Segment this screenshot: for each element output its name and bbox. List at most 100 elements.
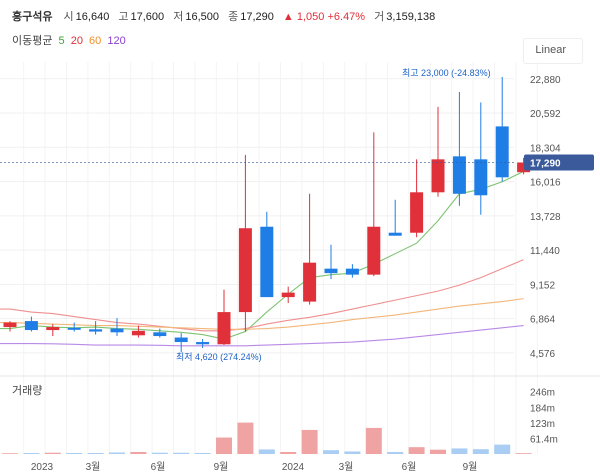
- volume-bar: [109, 452, 125, 454]
- change-pct: +6.47%: [327, 11, 366, 23]
- candle-body[interactable]: [110, 328, 124, 333]
- x-tick-label: 9월: [463, 461, 478, 473]
- volume-bar: [451, 448, 468, 454]
- candle-body[interactable]: [495, 126, 509, 178]
- ma-legend-5: 5: [58, 35, 65, 47]
- volume-bar: [66, 452, 83, 454]
- y-tick-label: 6,864: [530, 315, 555, 326]
- stock-name: 흥구석유: [12, 11, 53, 23]
- volume-bar: [472, 449, 489, 454]
- volume-bar: [430, 449, 446, 454]
- open-value: 16,640: [75, 11, 110, 23]
- candle-body[interactable]: [24, 321, 38, 331]
- x-tick-label: 9월: [214, 461, 229, 473]
- current-price-tag: [524, 154, 594, 171]
- close-value: 17,290: [240, 11, 274, 23]
- volume-value: 3,159,138: [386, 11, 436, 23]
- x-tick-label: 3월: [86, 461, 101, 473]
- x-tick-label: 6월: [151, 461, 166, 473]
- ma-legend-60: 60: [89, 35, 102, 47]
- scale-toggle-button[interactable]: Linear: [523, 38, 583, 64]
- candle-body[interactable]: [345, 268, 359, 275]
- high-label: 고: [118, 11, 129, 23]
- y-tick-label: 22,880: [530, 75, 561, 86]
- candle-body[interactable]: [452, 156, 466, 194]
- ma-line-60: [0, 298, 524, 330]
- volume-bar: [365, 427, 382, 454]
- candle-body[interactable]: [131, 330, 145, 336]
- volume-tick-label: 61.4m: [530, 434, 558, 445]
- volume-bar: [387, 451, 404, 454]
- volume-bar: [515, 453, 532, 454]
- volume-bar: [2, 453, 18, 454]
- candle-body[interactable]: [281, 292, 295, 298]
- volume-tick-label: 246m: [530, 388, 555, 399]
- high-value: 17,600: [130, 11, 165, 23]
- volume-bar: [301, 429, 318, 454]
- y-tick-label: 11,440: [530, 246, 560, 257]
- candle-body[interactable]: [217, 312, 231, 345]
- current-price-label: 17,290: [530, 158, 561, 169]
- volume-label: 거: [374, 11, 385, 23]
- volume-bar: [494, 444, 511, 454]
- candle-body[interactable]: [303, 262, 317, 302]
- volume-bar: [173, 452, 190, 454]
- candle-body[interactable]: [3, 322, 17, 328]
- x-tick-label: 3월: [339, 461, 354, 473]
- volume-bar: [23, 452, 40, 454]
- volume-bar: [216, 437, 232, 454]
- y-tick-label: 16,016: [530, 178, 561, 189]
- y-tick-label: 4,576: [530, 349, 555, 360]
- y-tick-label: 20,592: [530, 109, 561, 120]
- candle-body[interactable]: [388, 232, 402, 236]
- volume-bar: [280, 451, 297, 454]
- volume-bar: [258, 449, 275, 454]
- ma-legend[interactable]: 이동평균 5 20 60 120: [12, 32, 126, 48]
- x-tick-label: 2023: [31, 462, 54, 473]
- low-label: 저: [173, 11, 184, 23]
- low-value: 16,500: [185, 11, 220, 23]
- change-value: ▲ 1,050: [282, 11, 325, 23]
- volume-panel-label: 거래량: [12, 384, 42, 397]
- candle-body[interactable]: [153, 332, 167, 337]
- candle-body[interactable]: [174, 337, 188, 343]
- candle-body[interactable]: [410, 192, 424, 233]
- y-tick-label: 13,728: [530, 212, 561, 223]
- volume-tick-label: 184m: [530, 403, 555, 414]
- low-annotation: 최저 4,620 (274.24%): [176, 352, 262, 362]
- volume-bar: [44, 452, 61, 454]
- x-tick-label: 6월: [402, 461, 417, 473]
- y-tick-label: 9,152: [530, 280, 555, 291]
- volume-bar: [130, 451, 147, 454]
- volume-bar: [151, 452, 168, 454]
- ma-legend-120: 120: [107, 35, 126, 47]
- candle-body[interactable]: [517, 162, 531, 173]
- candle-body[interactable]: [67, 327, 81, 330]
- volume-bar: [323, 450, 339, 454]
- candle-body[interactable]: [431, 159, 445, 193]
- price-header: 흥구석유 시 16,640 고 17,600 저 16,500 종 17,290 ▲ 1…: [12, 8, 441, 24]
- volume-bar: [194, 452, 211, 454]
- ma-line-20: [0, 259, 524, 332]
- candle-body[interactable]: [89, 329, 103, 332]
- x-tick-label: 2024: [282, 462, 305, 473]
- candle-body[interactable]: [324, 268, 338, 274]
- high-annotation: 최고 23,000 (-24.83%): [402, 68, 491, 78]
- volume-bar: [408, 447, 425, 454]
- candle-body[interactable]: [46, 327, 60, 331]
- volume-tick-label: 123m: [530, 419, 555, 430]
- candle-body[interactable]: [260, 226, 274, 298]
- ma-line-120: [0, 325, 524, 347]
- open-label: 시: [63, 11, 74, 23]
- y-tick-label: 18,304: [530, 143, 561, 154]
- candle-body[interactable]: [474, 159, 488, 196]
- volume-bar: [87, 452, 104, 454]
- ma-legend-20: 20: [70, 35, 83, 47]
- candle-body[interactable]: [367, 226, 381, 275]
- candle-body[interactable]: [196, 342, 210, 345]
- close-label: 종: [228, 11, 239, 23]
- candle-body[interactable]: [238, 228, 252, 313]
- ma-legend-label: 이동평균: [12, 35, 53, 47]
- volume-bar: [344, 451, 361, 454]
